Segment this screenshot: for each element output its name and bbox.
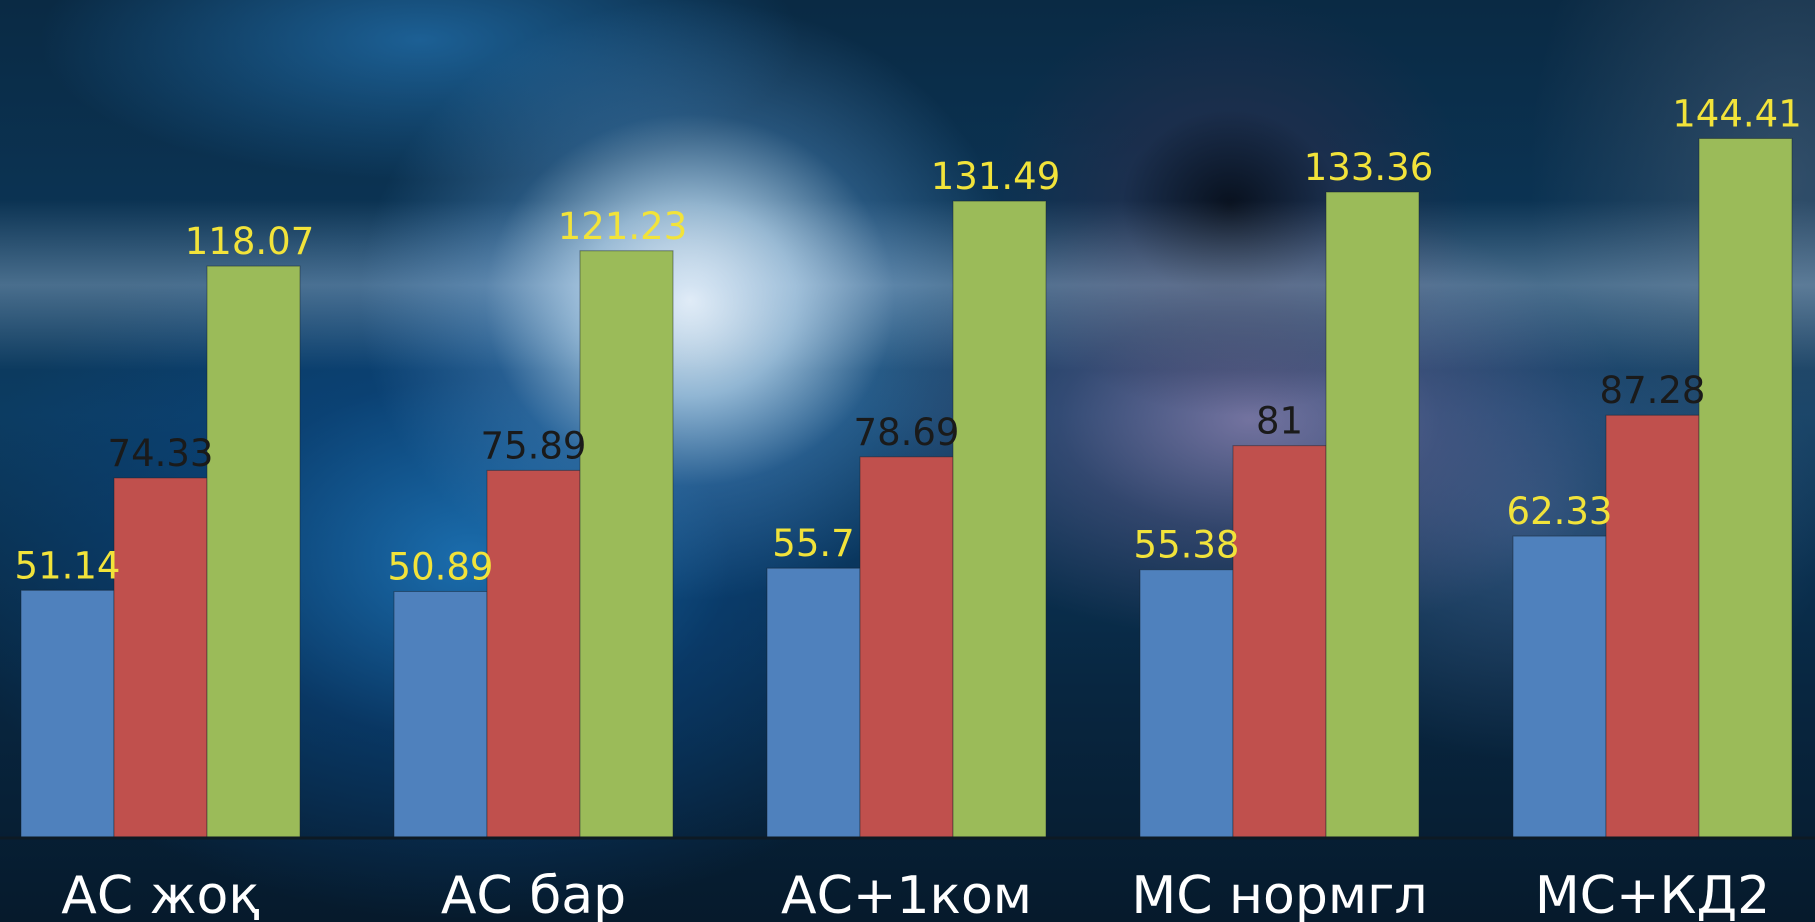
category-label-1: АС жоқ: [61, 866, 259, 922]
value-label-5-series-2: 87.28: [1600, 369, 1706, 412]
value-label-4-series-1: 55.38: [1134, 524, 1240, 567]
value-label-4-series-2: 81: [1256, 400, 1303, 443]
value-label-3-series-3: 131.49: [931, 155, 1060, 198]
bar-3-series-1: [766, 567, 861, 839]
value-label-2-series-2: 75.89: [481, 424, 587, 467]
category-label-4: МС нормгл: [1131, 866, 1427, 922]
bar-1-series-3: [206, 265, 301, 839]
category-label-2: АС бар: [441, 866, 626, 922]
bar-4-series-1: [1139, 569, 1234, 839]
value-label-5-series-1: 62.33: [1507, 490, 1613, 533]
value-label-2-series-3: 121.23: [558, 205, 687, 248]
value-labels-layer: 51.14 74.33 118.07 50.89 75.89 121.23 55.7 78.6…: [15, 92, 1802, 588]
bar-2-series-2: [486, 469, 581, 839]
value-label-1-series-3: 118.07: [185, 220, 314, 263]
bar-3-series-2: [859, 456, 954, 839]
bar-4-series-3: [1325, 191, 1420, 839]
bar-1-series-2: [113, 477, 208, 839]
value-label-3-series-2: 78.69: [854, 411, 960, 454]
bar-5-series-1: [1512, 535, 1607, 839]
value-label-1-series-2: 74.33: [108, 432, 214, 475]
category-label-5: МС+КД2: [1535, 866, 1770, 922]
category-label-3: АС+1ком: [781, 866, 1032, 922]
value-label-3-series-1: 55.7: [772, 522, 854, 565]
value-label-4-series-3: 133.36: [1304, 146, 1433, 189]
value-label-2-series-1: 50.89: [388, 545, 494, 588]
bar-2-series-1: [393, 590, 488, 839]
category-labels-layer: АС жоқ АС бар АС+1ком МС нормгл МС+КД2: [61, 866, 1770, 922]
bar-2-series-3: [579, 250, 674, 839]
bar-1-series-1: [20, 589, 115, 839]
bar-5-series-2: [1605, 414, 1700, 839]
value-label-1-series-1: 51.14: [15, 544, 121, 587]
bars-layer: [20, 137, 1793, 839]
bar-3-series-3: [952, 200, 1047, 839]
bar-4-series-2: [1232, 445, 1327, 839]
bar-5-series-3: [1698, 137, 1793, 839]
value-label-5-series-3: 144.41: [1672, 92, 1801, 135]
